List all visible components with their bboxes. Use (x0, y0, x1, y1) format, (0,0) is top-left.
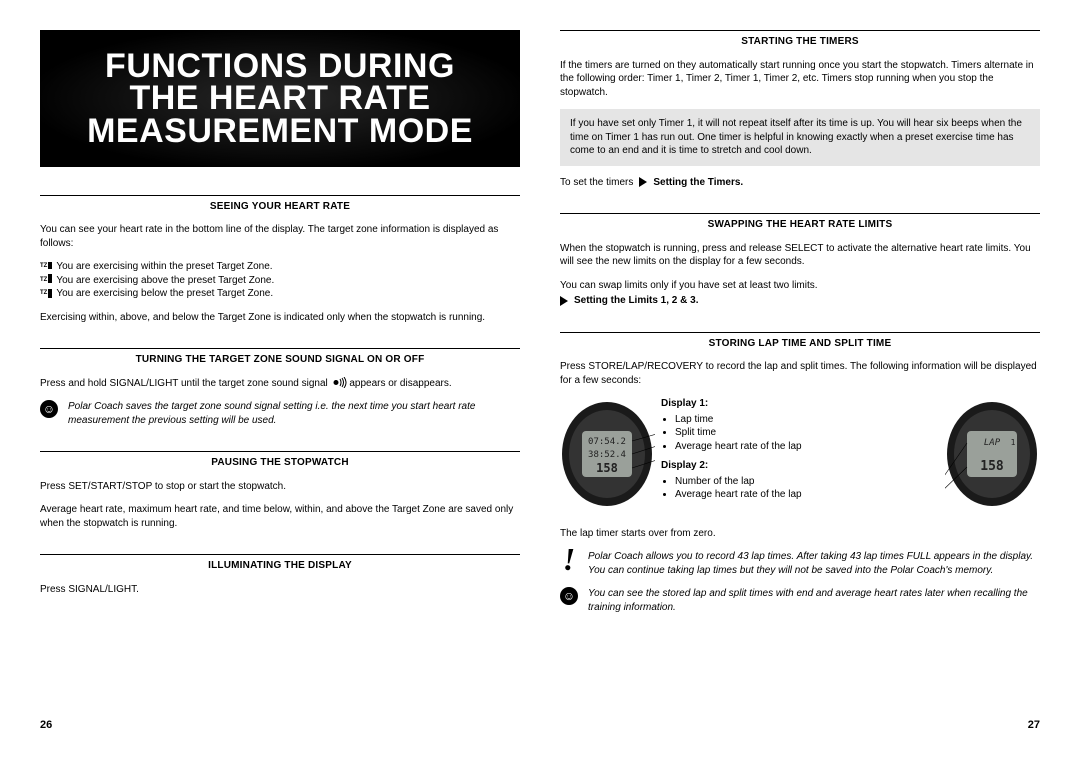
page-number-right: 27 (560, 710, 1040, 733)
d1-bullet-2: Split time (675, 426, 939, 440)
w1-l2: 38:52.4 (588, 450, 626, 460)
callout-box-timers: If you have set only Timer 1, it will no… (560, 109, 1040, 166)
triangle-icon (560, 296, 568, 306)
text-lap-restart: The lap timer starts over from zero. (560, 527, 1040, 541)
page-26: FUNCTIONS DURING THE HEART RATE MEASUREM… (40, 30, 520, 733)
d1-bullet-3: Average heart rate of the lap (675, 440, 939, 454)
hero-title: FUNCTIONS DURING THE HEART RATE MEASUREM… (50, 50, 510, 147)
tip-sound-text: Polar Coach saves the target zone sound … (68, 400, 520, 427)
tip-sound-signal: ☺ Polar Coach saves the target zone soun… (40, 400, 520, 427)
tip-43-text: Polar Coach allows you to record 43 lap … (588, 550, 1040, 577)
tz-below-icon (48, 289, 52, 296)
page-27: STARTING THE TIMERS If the timers are tu… (560, 30, 1040, 733)
tz-within-text: You are exercising within the preset Tar… (56, 261, 272, 272)
page-spread: FUNCTIONS DURING THE HEART RATE MEASUREM… (40, 30, 1040, 733)
display-1-text: Display 1: Lap time Split time Average h… (661, 397, 939, 508)
d2-bullet-1: Number of the lap (675, 475, 939, 489)
text-pausing-2: Average heart rate, maximum heart rate, … (40, 503, 520, 530)
d1-bullet-1: Lap time (675, 413, 939, 427)
section-head-swapping: SWAPPING THE HEART RATE LIMITS (560, 213, 1040, 232)
ref-label: To set the timers (560, 176, 633, 190)
ref-link-limits: Setting the Limits 1, 2 & 3. (574, 294, 698, 308)
w1-l1: 07:54.2 (588, 437, 626, 447)
tip-recall-text: You can see the stored lap and split tim… (588, 587, 1040, 614)
section-head-illuminating: ILLUMINATING THE DISPLAY (40, 554, 520, 573)
target-zone-legend: TZYou are exercising within the preset T… (40, 260, 520, 301)
section-head-sound-signal: TURNING THE TARGET ZONE SOUND SIGNAL ON … (40, 348, 520, 367)
hero-banner: FUNCTIONS DURING THE HEART RATE MEASUREM… (40, 30, 520, 167)
w2-l1: LAP (984, 438, 1001, 448)
tz-within-icon (48, 262, 52, 269)
ref-setting-timers: To set the timers Setting the Timers. (560, 176, 1040, 190)
tip-43-laps: ! Polar Coach allows you to record 43 la… (560, 550, 1040, 577)
smiley-icon: ☺ (40, 400, 58, 418)
section-head-pausing: PAUSING THE STOPWATCH (40, 451, 520, 470)
tz-above-text: You are exercising above the preset Targ… (56, 275, 274, 286)
ref-setting-limits: Setting the Limits 1, 2 & 3. (560, 294, 1040, 308)
w1-l3: 158 (596, 461, 618, 475)
ref-link-timers: Setting the Timers. (653, 176, 743, 190)
exclamation-icon: ! (560, 550, 578, 568)
text-swapping-2: You can swap limits only if you have set… (560, 279, 1040, 293)
tz-above-icon (48, 276, 52, 283)
text-timers-1: If the timers are turned on they automat… (560, 59, 1040, 100)
triangle-icon (639, 177, 647, 187)
tz-below-text: You are exercising below the preset Targ… (56, 288, 273, 299)
smiley-icon: ☺ (560, 587, 578, 605)
section-head-seeing-hr: SEEING YOUR HEART RATE (40, 195, 520, 214)
tip-recall: ☺ You can see the stored lap and split t… (560, 587, 1040, 614)
display-diagrams: 07:54.2 38:52.4 158 Display 1: Lap time … (560, 397, 1040, 517)
w2-l2: 1 (1011, 438, 1016, 447)
text-sound-1a: Press and hold SIGNAL/LIGHT until the ta… (40, 378, 328, 389)
text-seeing-hr-1: You can see your heart rate in the botto… (40, 223, 520, 250)
d2-bullet-2: Average heart rate of the lap (675, 488, 939, 502)
display-1-head: Display 1: (661, 397, 939, 411)
w2-l3: 158 (980, 459, 1004, 474)
watch-display-2: LAP 1 158 (945, 397, 1040, 517)
text-illuminating: Press SIGNAL/LIGHT. (40, 583, 520, 597)
text-seeing-hr-2: Exercising within, above, and below the … (40, 311, 520, 325)
text-sound-1b: appears or disappears. (349, 378, 451, 389)
text-sound-signal: Press and hold SIGNAL/LIGHT until the ta… (40, 377, 520, 391)
text-storing-1: Press STORE/LAP/RECOVERY to record the l… (560, 360, 1040, 387)
section-head-timers: STARTING THE TIMERS (560, 30, 1040, 49)
text-swapping-1: When the stopwatch is running, press and… (560, 242, 1040, 269)
section-head-storing: STORING LAP TIME AND SPLIT TIME (560, 332, 1040, 351)
text-pausing-1: Press SET/START/STOP to stop or start th… (40, 480, 520, 494)
watch-display-1: 07:54.2 38:52.4 158 (560, 397, 655, 517)
hero-line3: MEASUREMENT MODE (87, 112, 473, 150)
display-2-head: Display 2: (661, 459, 939, 473)
sound-icon (333, 377, 347, 388)
page-number-left: 26 (40, 710, 520, 733)
